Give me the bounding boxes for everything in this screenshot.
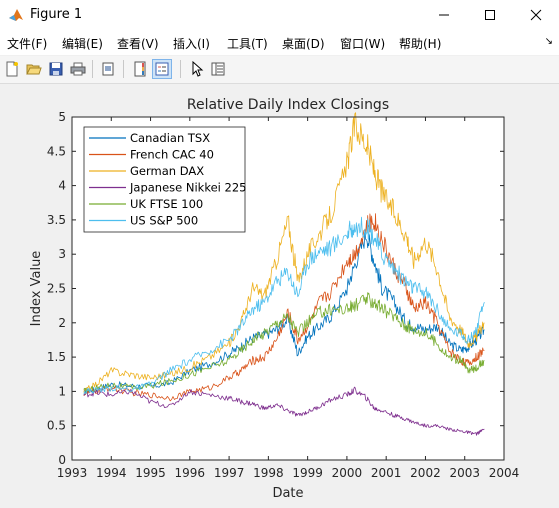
line-chart: 1993 1994 1995 1996 1997 1998 1999 2000 2001 2002… (29, 97, 520, 501)
series-line (83, 386, 485, 436)
new-figure-button[interactable] (2, 59, 22, 79)
dock-arrow-icon[interactable]: ↘ (544, 36, 553, 47)
x-tick-label: 2004 (489, 466, 520, 480)
legend-entry: German DAX (130, 164, 204, 178)
new-figure-icon (6, 61, 18, 77)
save-icon (49, 62, 63, 76)
pointer-button[interactable] (186, 59, 206, 79)
plot-border (71, 116, 505, 461)
x-tick-label: 2001 (371, 466, 402, 480)
open-file-icon (26, 64, 42, 75)
y-tick-label: 4 (58, 179, 66, 193)
menu-tools[interactable]: 工具(T) (227, 37, 268, 51)
x-tick-label: 2000 (332, 466, 363, 480)
legend-entry: Canadian TSX (130, 131, 210, 145)
legend[interactable]: Canadian TSX French CAC 40 German DAX Japan… (83, 126, 246, 233)
colorbar-button[interactable] (130, 59, 150, 79)
pointer-icon (192, 61, 204, 77)
series-line (83, 292, 485, 394)
legend-box (83, 126, 246, 233)
property-editor-button[interactable] (208, 59, 228, 79)
legend-entry: US S&P 500 (130, 214, 198, 228)
x-tick-label: 1996 (175, 466, 206, 480)
figure-toolbar (0, 56, 559, 84)
toolbar-separator (180, 60, 181, 78)
y-axis-label: Index Value (29, 251, 44, 327)
menu-window[interactable]: 窗口(W) (340, 37, 386, 51)
series-line (83, 213, 485, 402)
print-button[interactable] (68, 59, 88, 79)
y-tick-label: 0 (58, 453, 66, 467)
series-line (83, 231, 485, 395)
y-tick-label: 0.5 (47, 419, 66, 433)
x-tick-label: 1999 (292, 466, 323, 480)
series-line (83, 216, 485, 395)
print-preview-button[interactable] (98, 59, 118, 79)
open-file-button[interactable] (24, 59, 44, 79)
y-tick-label: 3 (58, 247, 66, 261)
minimize-icon (439, 14, 449, 16)
y-tick-label: 2 (58, 316, 66, 330)
legend-entry: French CAC 40 (130, 148, 214, 162)
menu-edit[interactable]: 编辑(E) (62, 37, 103, 51)
x-tick-label: 2002 (410, 466, 441, 480)
menu-insert[interactable]: 插入(I) (173, 37, 210, 51)
series-line (83, 112, 485, 393)
close-icon (530, 9, 542, 21)
figure-canvas: 1993 1994 1995 1996 1997 1998 1999 2000 2001 2002… (0, 84, 559, 505)
x-tick-label: 1994 (96, 466, 127, 480)
menu-desktop[interactable]: 桌面(D) (282, 37, 325, 51)
menu-file[interactable]: 文件(F) (7, 37, 48, 51)
x-tick-label: 2003 (449, 466, 480, 480)
property-editor-icon (211, 62, 225, 76)
y-tick-label: 1.5 (47, 350, 66, 364)
y-tick-label: 2.5 (47, 282, 66, 296)
window-title-bar: Figure 1 (0, 0, 559, 30)
save-button[interactable] (46, 59, 66, 79)
y-tick-label: 5 (58, 110, 66, 124)
maximize-icon (485, 10, 495, 20)
minimize-button[interactable] (421, 0, 467, 30)
menu-bar: 文件(F) 编辑(E) 查看(V) 插入(I) 工具(T) 桌面(D) 窗口(W… (0, 30, 559, 55)
maximize-button[interactable] (467, 0, 513, 30)
menu-help[interactable]: 帮助(H) (399, 37, 442, 51)
legend-entry: UK FTSE 100 (130, 197, 203, 211)
close-button[interactable] (513, 0, 559, 30)
colorbar-icon (134, 61, 146, 77)
print-icon (70, 62, 86, 76)
x-tick-label: 1995 (135, 466, 166, 480)
x-tick-label: 1998 (253, 466, 284, 480)
y-tick-label: 3.5 (47, 213, 66, 227)
matlab-logo-icon (9, 9, 23, 21)
toolbar-separator (92, 60, 93, 78)
chart-title: Relative Daily Index Closings (187, 97, 389, 113)
print-preview-icon (102, 62, 114, 76)
window-title: Figure 1 (30, 7, 83, 22)
toolbar-separator (123, 60, 124, 78)
x-tick-label: 1997 (214, 466, 245, 480)
y-tick-label: 1 (58, 384, 66, 398)
x-tick-label: 1993 (57, 466, 88, 480)
legend-icon (155, 62, 169, 76)
legend-entry: Japanese Nikkei 225 (129, 181, 246, 195)
legend-button[interactable] (152, 59, 172, 79)
x-axis-label: Date (272, 486, 303, 501)
menu-view[interactable]: 查看(V) (117, 37, 159, 51)
y-tick-label: 4.5 (47, 144, 66, 158)
